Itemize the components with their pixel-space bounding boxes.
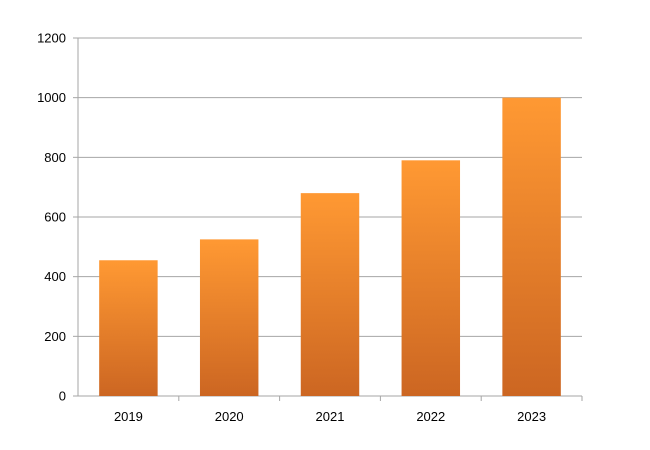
bar-2021 bbox=[300, 193, 360, 396]
y-tick-label: 1200 bbox=[37, 31, 66, 46]
bar-2022 bbox=[401, 160, 461, 396]
x-tick-labels: 2019 2020 2021 2022 2023 bbox=[114, 409, 546, 424]
x-tick-label: 2022 bbox=[416, 409, 445, 424]
bar-2023 bbox=[502, 97, 561, 397]
bar-layer bbox=[99, 97, 561, 397]
x-tick-label: 2021 bbox=[316, 409, 345, 424]
y-tick-label: 400 bbox=[44, 269, 66, 284]
bar-2020 bbox=[199, 239, 259, 396]
y-tick-label: 200 bbox=[44, 329, 66, 344]
y-tick-label: 600 bbox=[44, 210, 66, 225]
y-tick-label: 0 bbox=[59, 389, 66, 404]
bar-2019 bbox=[99, 260, 158, 396]
y-tick-label: 800 bbox=[44, 150, 66, 165]
x-tick-label: 2020 bbox=[215, 409, 244, 424]
y-tick-label: 1000 bbox=[37, 90, 66, 105]
x-tick-label: 2019 bbox=[114, 409, 143, 424]
y-tick-labels: 0 200 400 600 800 1000 1200 bbox=[37, 31, 66, 404]
x-tick-label: 2023 bbox=[517, 409, 546, 424]
